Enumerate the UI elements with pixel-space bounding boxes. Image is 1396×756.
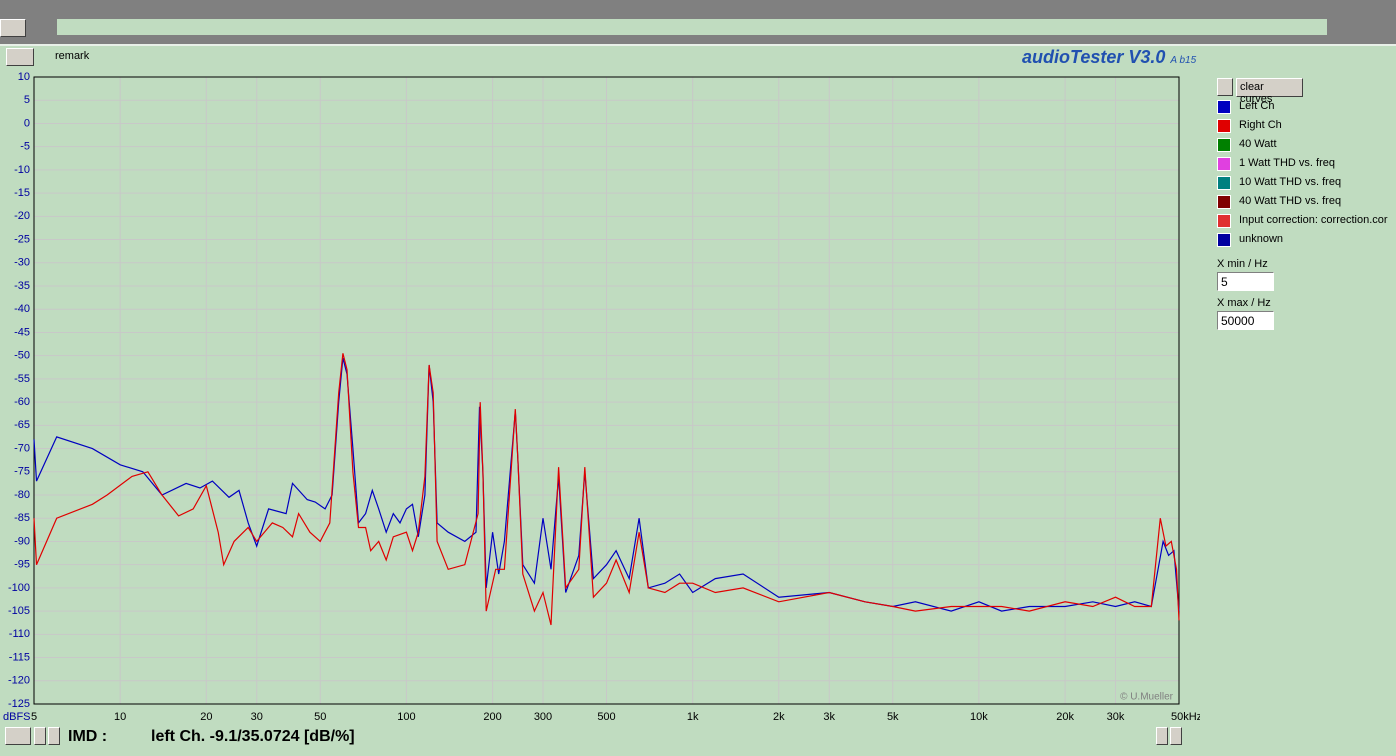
x-tick-label: 1k — [687, 711, 699, 723]
y-tick-label: -80 — [14, 489, 30, 501]
y-tick-label: -20 — [14, 210, 30, 222]
spin-bottom[interactable] — [5, 727, 31, 745]
xmin-label: X min / Hz — [1217, 258, 1268, 270]
x-tick-label: 10k — [970, 711, 988, 723]
x-tick-label: 3k — [823, 711, 835, 723]
legend-icon[interactable] — [1217, 214, 1231, 228]
legend-icon[interactable] — [1217, 176, 1231, 190]
legend-label: unknown — [1239, 233, 1284, 245]
y-tick-label: -95 — [14, 559, 30, 571]
x-tick-label: 20k — [1056, 711, 1074, 723]
x-tick-label: 300 — [534, 711, 552, 723]
legend-icon[interactable] — [1217, 233, 1231, 247]
remark: remark — [55, 50, 90, 62]
y-tick-label: -70 — [14, 442, 30, 454]
legend-icon[interactable] — [1217, 119, 1231, 133]
y-tick-label: -120 — [8, 675, 30, 687]
xmax-label: X max / Hz — [1217, 297, 1271, 309]
legend-icon[interactable] — [1217, 138, 1231, 152]
y-tick-label: -125 — [8, 698, 30, 710]
nav-left[interactable] — [34, 727, 46, 745]
y-tick-label: -100 — [8, 582, 30, 594]
y-tick-label: -15 — [14, 187, 30, 199]
y-tick-label: -45 — [14, 326, 30, 338]
nav-left-2[interactable] — [1156, 727, 1168, 745]
spin-remark[interactable] — [6, 48, 34, 66]
y-tick-label: -5 — [20, 141, 30, 153]
clear-spin[interactable] — [1217, 78, 1233, 96]
y-tick-label: -40 — [14, 303, 30, 315]
legend-label: 1 Watt THD vs. freq — [1239, 157, 1335, 169]
x-tick-label: 30 — [251, 711, 263, 723]
legend-label: 10 Watt THD vs. freq — [1239, 176, 1342, 188]
x-tick-label: 10 — [114, 711, 126, 723]
y-tick-label: 5 — [24, 94, 30, 106]
spin-top[interactable] — [0, 19, 26, 37]
y-tick-label: -25 — [14, 233, 30, 245]
copyright: © U.Mueller — [1120, 692, 1174, 703]
x-tick-label: 30k — [1107, 711, 1125, 723]
xmin-input[interactable]: 5 — [1217, 272, 1274, 291]
y-tick-label: -60 — [14, 396, 30, 408]
y-tick-label: -55 — [14, 373, 30, 385]
plot-area — [33, 76, 1180, 705]
x-tick-label: 5 — [31, 711, 37, 723]
app-title: audioTester V3.0 A b15 — [1022, 47, 1196, 68]
imd-label: IMD : — [68, 728, 108, 745]
y-tick-label: -115 — [9, 651, 30, 663]
divider — [0, 44, 1396, 46]
clear-curves[interactable]: clear curves — [1236, 78, 1303, 105]
legend-label: 40 Watt THD vs. freq — [1239, 195, 1342, 207]
series-line — [33, 353, 1180, 626]
chart: dBFS 1050-5-10-15-20-25-30-35-40-45-50-5… — [3, 71, 1200, 723]
y-tick-label: -85 — [14, 512, 30, 524]
y-tick-label: -10 — [14, 164, 30, 176]
x-tick-label: 50 — [314, 711, 326, 723]
y-tick-label: 10 — [18, 71, 30, 83]
legend-label: Input correction: correction.cor — [1239, 214, 1388, 226]
y-tick-label: -75 — [14, 466, 30, 478]
x-tick-label: 100 — [397, 711, 415, 723]
app-build: A b15 — [1170, 55, 1197, 66]
imd-value: left Ch. -9.1/35.0724 [dB/%] — [151, 728, 355, 745]
y-tick-label: -90 — [14, 535, 30, 547]
y-tick-label: -30 — [14, 257, 30, 269]
legend-icon[interactable] — [1217, 100, 1231, 114]
x-tick-label: 5k — [887, 711, 899, 723]
x-tick-label: 200 — [483, 711, 501, 723]
x-tick-label: 50kHz — [1171, 711, 1200, 723]
y-tick-label: -110 — [9, 628, 30, 640]
y-tick-label: -105 — [8, 605, 30, 617]
xmax-input[interactable]: 50000 — [1217, 311, 1274, 330]
x-tick-label: 2k — [773, 711, 785, 723]
legend-icon[interactable] — [1217, 195, 1231, 209]
legend-icon[interactable] — [1217, 157, 1231, 171]
legend-label: Right Ch — [1239, 119, 1282, 131]
y-tick-label: -50 — [14, 350, 30, 362]
x-tick-label: 500 — [597, 711, 615, 723]
top-field — [57, 19, 1327, 35]
y-tick-label: 0 — [24, 117, 30, 129]
y-unit: dBFS — [3, 711, 31, 723]
legend-label: Left Ch — [1239, 100, 1275, 112]
y-tick-label: -65 — [14, 419, 30, 431]
app-name: audioTester V3.0 — [1022, 47, 1166, 67]
x-tick-label: 20 — [200, 711, 212, 723]
nav-right-2[interactable] — [1170, 727, 1182, 745]
y-tick-label: -35 — [14, 280, 30, 292]
legend-label: 40 Watt — [1239, 138, 1277, 150]
nav-right[interactable] — [48, 727, 60, 745]
